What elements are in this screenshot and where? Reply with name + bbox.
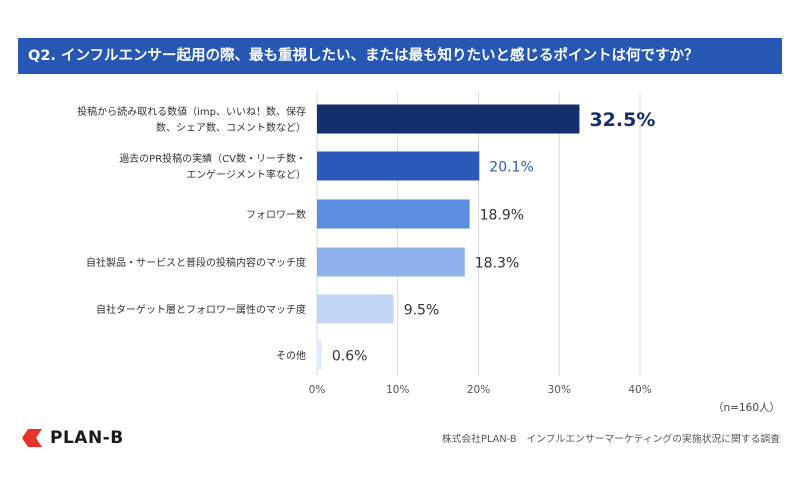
x-tick-label: 40% [628,384,651,396]
logo: PLAN-B [22,427,124,449]
category-label: 過去のPR投稿の実績（CV数・リーチ数・ [119,152,306,165]
bar [317,199,470,229]
logo-text: PLAN-B [50,428,124,448]
category-label: 自社製品・サービスと普段の投稿内容のマッチ度 [86,256,306,269]
category-label: 投稿から読み取れる数値（imp、いいね！数、保存 [77,105,306,118]
category-label: エンゲージメント率など） [186,168,306,181]
data-label: 32.5% [589,109,655,131]
data-label: 9.5% [404,303,440,319]
bar [317,247,465,277]
data-label: 20.1% [489,160,533,176]
bar [317,340,322,370]
data-label: 0.6% [332,349,368,365]
chart-title: Q2. インフルエンサー起用の際、最も重視したい、または最も知りたいと感じるポイ… [18,38,782,74]
bar-chart: 投稿から読み取れる数値（imp、いいね！数、保存数、シェア数、コメント数など） 過… [77,92,655,396]
x-tick-label: 10% [386,384,409,396]
category-label: 数、シェア数、コメント数など） [156,121,306,134]
sample-size-note: （n=160人） [713,402,780,414]
source-credit: 株式会社PLAN-B インフルエンサーマーケティングの実施状況に関する調査 [441,434,780,445]
plan-b-logo-icon [22,429,42,447]
bar [317,104,580,134]
category-label: 自社ターゲット層とフォロワー属性のマッチ度 [96,303,306,316]
category-label: フォロワー数 [246,208,306,221]
x-tick-label: 0% [309,384,326,396]
bar [317,294,394,324]
bar [317,151,480,181]
x-tick-label: 30% [548,384,571,396]
category-label: その他 [276,349,306,362]
x-tick-label: 20% [467,384,490,396]
data-label: 18.3% [475,256,519,272]
data-label: 18.9% [480,208,524,224]
